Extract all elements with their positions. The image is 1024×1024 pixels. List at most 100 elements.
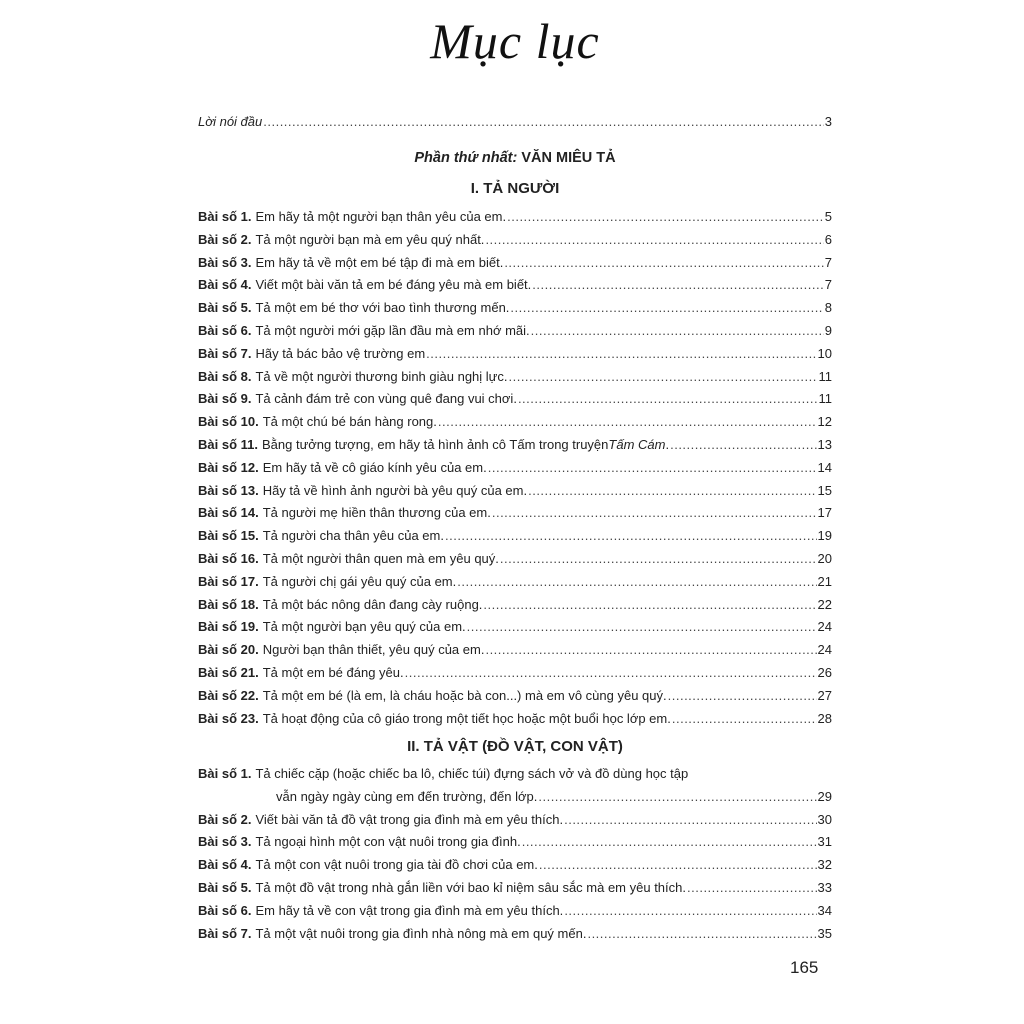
entry-text: Tả hoạt động của cô giáo trong một tiết … <box>262 710 671 726</box>
dot-leader <box>445 525 817 548</box>
entry-label: Bài số 12. <box>198 459 259 475</box>
dot-leader <box>438 411 817 434</box>
entry-text: Viết bài văn tả đồ vật trong gia đình mà… <box>255 811 564 827</box>
page-title: Mục lục <box>430 13 600 69</box>
entry-text: Tả một em bé thơ với bao tình thương mến… <box>255 300 510 316</box>
dot-leader <box>485 639 816 662</box>
toc-row: Bài số 1. Em hãy tả một người bạn thân yê… <box>198 206 832 229</box>
section-1-entries: Bài số 1. Em hãy tả một người bạn thân yê… <box>198 206 832 730</box>
entry-text: Hãy tả bác bảo vệ trường em <box>255 345 426 361</box>
entry-page: 9 <box>824 322 832 338</box>
entry-label: Bài số 1. <box>198 766 252 781</box>
entry-label: Bài số 10. <box>198 414 259 430</box>
dot-leader <box>507 206 824 229</box>
entry-text: Người bạn thân thiết, yêu quý của em. <box>262 642 485 658</box>
toc-row: Bài số 14. Tả người mẹ hiền thân thương c… <box>198 502 832 525</box>
dot-leader <box>528 480 816 503</box>
entry-page: 28 <box>817 710 832 726</box>
entry-text: Tả người cha thân yêu của em. <box>262 528 444 544</box>
entry-label: Bài số 9. <box>198 391 252 407</box>
dot-leader <box>670 434 816 457</box>
dot-leader <box>508 366 817 389</box>
toc-row: Bài số 18. Tả một bác nông dân đang cày r… <box>198 594 832 617</box>
entry-label: Bài số 19. <box>198 619 259 635</box>
entry-page: 10 <box>817 345 832 361</box>
entry-page: 27 <box>817 687 832 703</box>
toc-row: Bài số 4. Tả một con vật nuôi trong gia t… <box>198 854 832 877</box>
entry-text: Em hãy tả về cô giáo kính yêu của em. <box>262 459 487 475</box>
entry-page: 32 <box>817 857 832 873</box>
toc-row: Bài số 6. Tả một người mới gặp lần đầu mà… <box>198 320 832 343</box>
entry-text: Tả ngoại hình một con vật nuôi trong gia… <box>255 834 521 850</box>
entry-page: 31 <box>817 834 832 850</box>
entry-page: 24 <box>817 619 832 635</box>
entry-label: Bài số 15. <box>198 528 259 544</box>
entry-page: 33 <box>817 879 832 895</box>
entry-page: 21 <box>817 573 832 589</box>
entry-label: Bài số 3. <box>198 254 252 270</box>
entry-text: Viết một bài văn tả em bé đáng yêu mà em… <box>255 277 532 293</box>
toc-row: Bài số 3. Em hãy tả về một em bé tập đi m… <box>198 252 832 275</box>
preface-page: 3 <box>824 114 832 129</box>
entry-label: Bài số 6. <box>198 902 252 918</box>
entry-label: Bài số 20. <box>198 642 259 658</box>
entry-text: Em hãy tả một người bạn thân yêu của em. <box>255 209 507 224</box>
entry-text: Tả một người bạn mà em yêu quý nhất. <box>255 231 485 247</box>
dot-leader <box>587 923 816 946</box>
entry-label: Bài số 6. <box>198 322 252 338</box>
page-number: 165 <box>790 958 819 977</box>
entry-label: Bài số 5. <box>198 300 252 316</box>
toc-row: Bài số 20. Người bạn thân thiết, yêu quý … <box>198 639 832 662</box>
entry-text: Bằng tưởng tượng, em hãy tả hình ảnh cô … <box>261 436 609 452</box>
dot-leader <box>485 229 823 252</box>
dot-leader <box>532 274 823 297</box>
entry-page: 17 <box>817 505 832 521</box>
toc-row: Bài số 6. Em hãy tả về con vật trong gia … <box>198 900 832 923</box>
toc-row: Bài số 5. Tả một đồ vật trong nhà gắn liề… <box>198 877 832 900</box>
entry-label: Bài số 23. <box>198 710 259 726</box>
entry-label: Bài số 14. <box>198 505 259 521</box>
toc-row: Bài số 19. Tả một người bạn yêu quý của e… <box>198 616 832 639</box>
entry-page: 35 <box>817 925 832 941</box>
entry-text: Tả một người mới gặp lần đầu mà em nhớ m… <box>255 322 530 338</box>
entry-text: Tả chiếc cặp (hoặc chiếc ba lô, chiếc tú… <box>255 766 689 781</box>
toc-row: Bài số 15.Tả người cha thân yêu của em. 1… <box>198 525 832 548</box>
entry-text: Tả một chú bé bán hàng rong. <box>262 414 437 430</box>
entry-text: Tả người chị gái yêu quý của em. <box>262 573 457 589</box>
dot-leader <box>672 708 817 731</box>
entry-label: Bài số 8. <box>198 368 252 384</box>
entry-page: 26 <box>817 664 832 680</box>
entry-text: Tả một em bé (là em, là cháu hoặc bà con… <box>262 687 667 703</box>
entry-page: 11 <box>818 391 833 407</box>
entry-text: Tả một bác nông dân đang cày ruộng. <box>262 596 483 612</box>
entry-label: Bài số 2. <box>198 811 252 827</box>
entry-page: 12 <box>817 414 832 430</box>
entry-label: Bài số 22. <box>198 687 259 703</box>
entry-page: 19 <box>817 528 832 544</box>
section-2-entries: Bài số 1. Tả chiếc cặp (hoặc chiếc ba lô,… <box>198 763 832 945</box>
entry-label: Bài số 7. <box>198 345 252 361</box>
dot-leader <box>539 854 817 877</box>
section-heading-2: II. TẢ VẬT (ĐỒ VẬT, CON VẬT) <box>407 738 623 755</box>
section-heading-1: I. TẢ NGƯỜI <box>470 180 560 197</box>
entry-page: 14 <box>817 459 832 475</box>
dot-leader <box>668 685 817 708</box>
toc-row: Bài số 11. Bằng tưởng tượng, em hãy tả hì… <box>198 434 832 457</box>
entry-page: 13 <box>817 436 832 452</box>
toc-row: Bài số 22. Tả một em bé (là em, là cháu h… <box>198 685 832 708</box>
toc-row: Bài số 23. Tả hoạt động của cô giáo trong… <box>198 708 832 731</box>
toc-preface: Lời nói đầu 3 <box>198 111 832 134</box>
part-name: VĂN MIÊU TẢ <box>521 150 616 166</box>
toc-row: Bài số 17. Tả người chị gái yêu quý của e… <box>198 571 832 594</box>
dot-leader <box>488 457 817 480</box>
entry-label: Bài số 17. <box>198 573 259 589</box>
toc-row: Bài số 5. Tả một em bé thơ với bao tình t… <box>198 297 832 320</box>
toc-row: Bài số 8. Tả về một người thương binh già… <box>198 366 832 389</box>
entry-page: 24 <box>817 642 832 658</box>
toc-row: Bài số 2. Viết bài văn tả đồ vật trong gi… <box>198 809 832 832</box>
entry-page: 11 <box>818 368 833 384</box>
entry-text-italic: Tấm Cám <box>608 436 666 452</box>
dot-leader <box>522 831 817 854</box>
dot-leader <box>263 111 824 134</box>
entry-text: Hãy tả về hình ảnh người bà yêu quý của … <box>262 482 528 498</box>
